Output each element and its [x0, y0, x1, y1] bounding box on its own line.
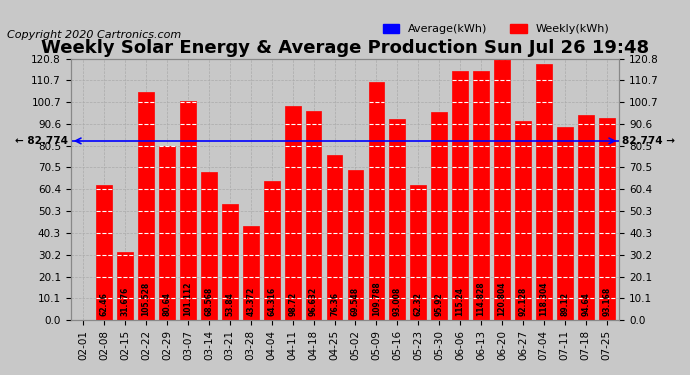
- Bar: [557, 127, 573, 320]
- Bar: [348, 170, 364, 320]
- Text: 120.804: 120.804: [497, 281, 506, 316]
- Text: 43.372: 43.372: [246, 286, 255, 316]
- Bar: [180, 101, 196, 320]
- Bar: [264, 181, 279, 320]
- Text: 95.92: 95.92: [435, 292, 444, 316]
- Text: 69.548: 69.548: [351, 287, 360, 316]
- Text: 93.008: 93.008: [393, 286, 402, 316]
- Text: 101.112: 101.112: [184, 282, 193, 316]
- Text: 98.72: 98.72: [288, 292, 297, 316]
- Bar: [473, 72, 489, 320]
- Bar: [494, 58, 510, 320]
- Bar: [326, 155, 342, 320]
- Text: 68.568: 68.568: [204, 286, 213, 316]
- Bar: [306, 111, 322, 320]
- Bar: [578, 115, 593, 320]
- Bar: [368, 82, 384, 320]
- Text: 64.316: 64.316: [267, 287, 276, 316]
- Text: 62.32: 62.32: [414, 292, 423, 316]
- Text: 109.788: 109.788: [372, 281, 381, 316]
- Legend: Average(kWh), Weekly(kWh): Average(kWh), Weekly(kWh): [378, 20, 613, 39]
- Text: 118.304: 118.304: [540, 281, 549, 316]
- Text: Copyright 2020 Cartronics.com: Copyright 2020 Cartronics.com: [7, 30, 181, 40]
- Bar: [285, 106, 301, 320]
- Bar: [599, 118, 615, 320]
- Bar: [222, 204, 238, 320]
- Text: 96.632: 96.632: [309, 287, 318, 316]
- Text: 94.64: 94.64: [581, 292, 590, 316]
- Text: 76.36: 76.36: [330, 292, 339, 316]
- Bar: [411, 185, 426, 320]
- Bar: [431, 112, 447, 320]
- Bar: [452, 70, 468, 320]
- Bar: [515, 121, 531, 320]
- Bar: [138, 92, 154, 320]
- Text: 82.774 →: 82.774 →: [622, 136, 675, 146]
- Text: 80.64: 80.64: [163, 292, 172, 316]
- Bar: [201, 172, 217, 320]
- Title: Weekly Solar Energy & Average Production Sun Jul 26 19:48: Weekly Solar Energy & Average Production…: [41, 39, 649, 57]
- Text: 93.168: 93.168: [602, 286, 611, 316]
- Text: 89.12: 89.12: [560, 292, 569, 316]
- Bar: [389, 119, 405, 320]
- Bar: [243, 226, 259, 320]
- Text: 114.828: 114.828: [477, 281, 486, 316]
- Text: 115.24: 115.24: [455, 287, 464, 316]
- Text: ← 82.774: ← 82.774: [15, 136, 68, 146]
- Bar: [117, 252, 133, 320]
- Text: 62.46: 62.46: [100, 292, 109, 316]
- Text: 92.128: 92.128: [518, 286, 527, 316]
- Text: 105.528: 105.528: [141, 282, 150, 316]
- Text: 31.676: 31.676: [121, 286, 130, 316]
- Bar: [536, 64, 552, 320]
- Bar: [97, 185, 112, 320]
- Text: 53.84: 53.84: [226, 292, 235, 316]
- Bar: [159, 146, 175, 320]
